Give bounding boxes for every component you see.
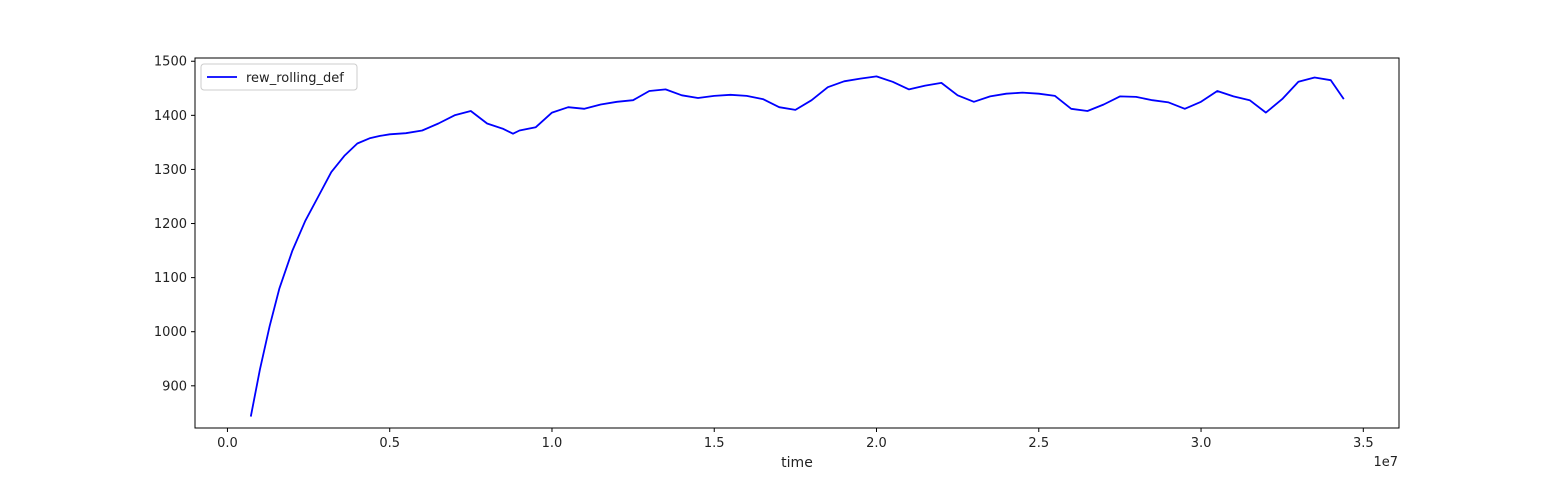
x-tick-label: 1.5 — [704, 436, 725, 451]
legend[interactable]: rew_rolling_def — [200, 63, 358, 91]
x-tick-label: 3.5 — [1353, 436, 1374, 451]
x-tick-label: 2.0 — [866, 436, 887, 451]
x-tick-label: 2.5 — [1028, 436, 1049, 451]
x-axis-offset-label: 1e7 — [1373, 455, 1398, 470]
legend-box — [200, 63, 358, 91]
y-tick-label: 1500 — [154, 55, 187, 70]
y-tick-label: 1300 — [154, 163, 187, 178]
x-axis-label: time — [781, 455, 813, 471]
series-line — [249, 75, 1345, 417]
y-tick-label: 900 — [162, 379, 187, 394]
x-tick-label: 0.5 — [379, 436, 400, 451]
x-tick-label: 1.0 — [542, 436, 563, 451]
series-layer — [249, 75, 1345, 417]
legend-label: rew_rolling_def — [246, 71, 344, 86]
y-tick-label: 1200 — [154, 217, 187, 232]
y-tick-label: 1100 — [154, 271, 187, 286]
x-tick-label: 0.0 — [217, 436, 238, 451]
ticks: 0.0 0.5 1.0 1.5 2.0 2.5 3.0 3.5 900 1000 1100 1200 1… — [154, 55, 1374, 451]
x-tick-label: 3.0 — [1191, 436, 1212, 451]
plot-frame — [194, 57, 1400, 429]
y-tick-label: 1400 — [154, 109, 187, 124]
y-tick-label: 1000 — [154, 325, 187, 340]
